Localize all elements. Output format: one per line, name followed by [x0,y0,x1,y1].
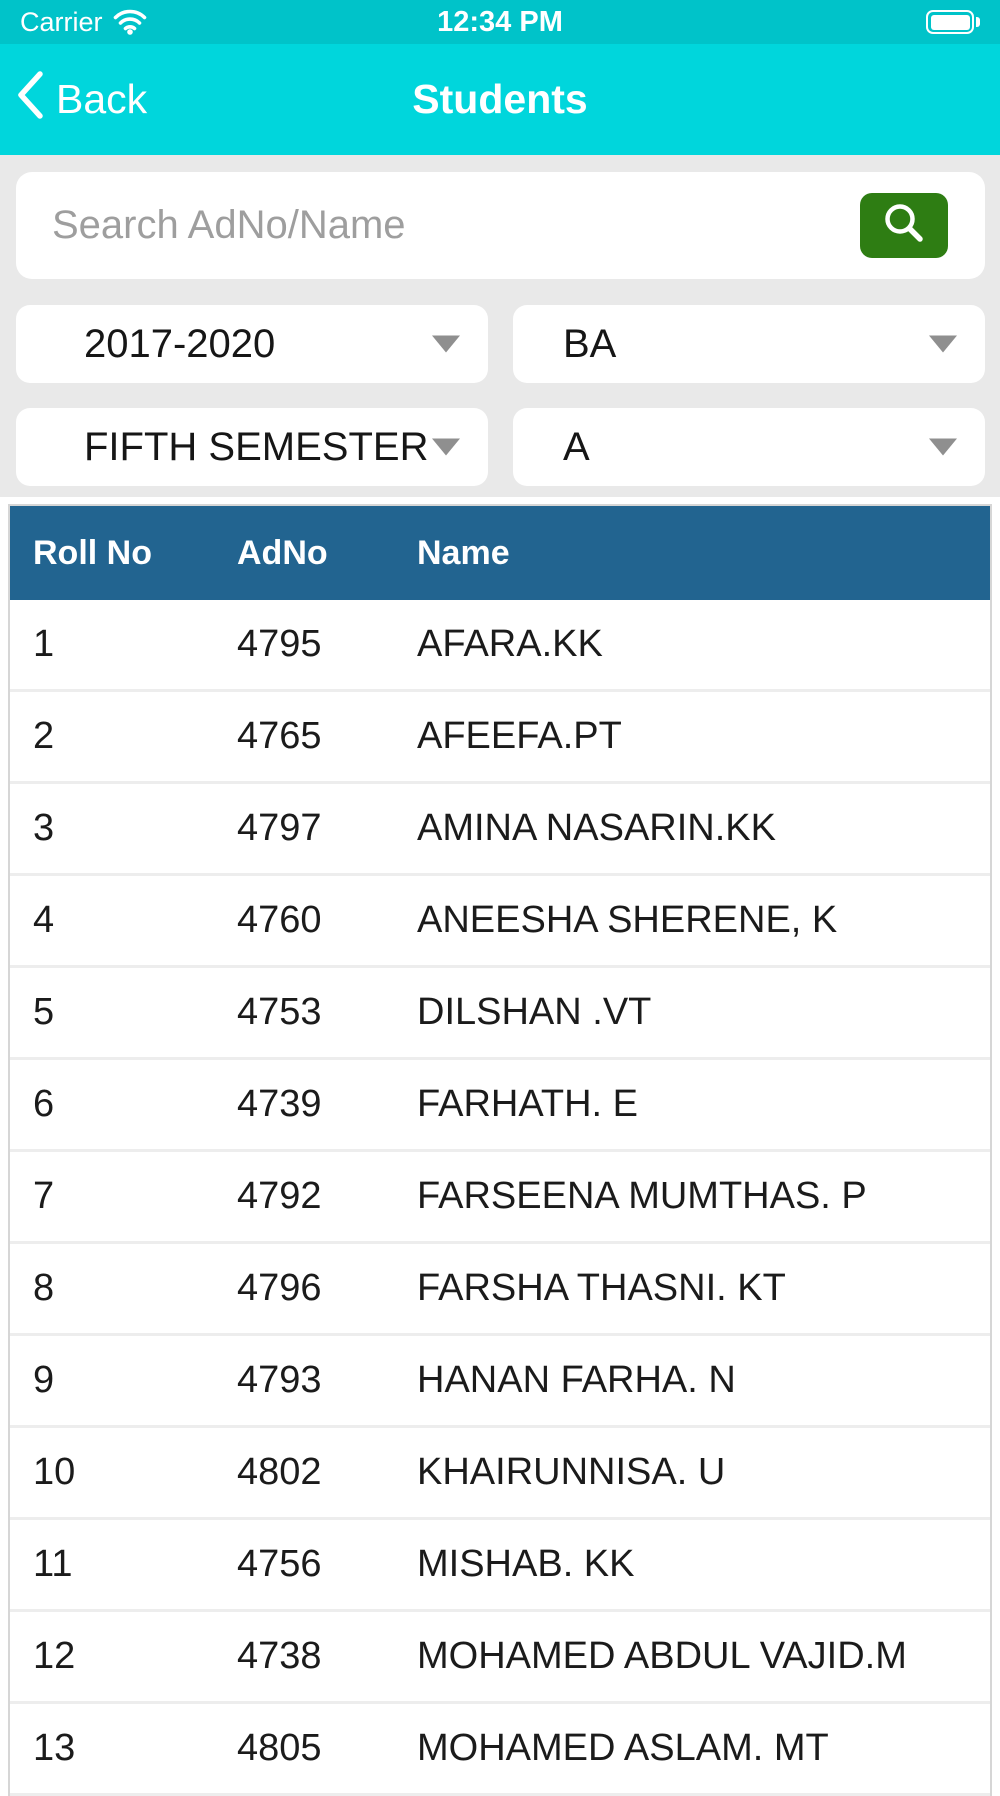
cell-rollno: 6 [33,1083,55,1125]
table-row[interactable]: 13 4805 MOHAMED ASLAM. MT [10,1704,990,1796]
battery-icon [926,10,980,34]
table-row[interactable]: 12 4738 MOHAMED ABDUL VAJID.M [10,1612,990,1704]
cell-name: KHAIRUNNISA. U [417,1451,726,1493]
table-row[interactable]: 7 4792 FARSEENA MUMTHAS. P [10,1152,990,1244]
table-row[interactable]: 6 4739 FARHATH. E [10,1060,990,1152]
table-row[interactable]: 10 4802 KHAIRUNNISA. U [10,1428,990,1520]
search-card [16,172,985,279]
back-button[interactable]: Back [16,70,147,130]
division-select-value: A [563,424,590,469]
cell-adno: 4796 [237,1267,322,1309]
cell-name: MISHAB. KK [417,1543,635,1585]
batch-select-value: 2017-2020 [84,321,276,366]
cell-name: MOHAMED ABDUL VAJID.M [417,1635,907,1677]
cell-name: DILSHAN .VT [417,991,652,1033]
filters-section: 2017-2020 BA FIFTH SEMESTER A [0,155,1000,497]
cell-name: FARHATH. E [417,1083,638,1125]
cell-rollno: 1 [33,623,55,665]
back-chevron-icon [16,70,44,130]
chevron-down-icon [432,438,460,456]
cell-adno: 4802 [237,1451,322,1493]
column-header-adno: AdNo [237,533,328,572]
cell-adno: 4738 [237,1635,322,1677]
table-row[interactable]: 9 4793 HANAN FARHA. N [10,1336,990,1428]
course-select[interactable]: BA [513,305,985,383]
page-title: Students [412,76,588,122]
cell-rollno: 12 [33,1635,76,1677]
cell-adno: 4797 [237,807,322,849]
cell-name: AMINA NASARIN.KK [417,807,776,849]
cell-name: MOHAMED ASLAM. MT [417,1727,829,1769]
table-row[interactable]: 11 4756 MISHAB. KK [10,1520,990,1612]
students-table: Roll No AdNo Name 1 4795 AFARA.KK 2 4765 AFEE… [8,504,992,1796]
cell-rollno: 13 [33,1727,76,1769]
cell-adno: 4805 [237,1727,322,1769]
cell-adno: 4793 [237,1359,322,1401]
cell-adno: 4760 [237,899,322,941]
table-header: Roll No AdNo Name [10,506,990,600]
batch-select[interactable]: 2017-2020 [16,305,488,383]
cell-adno: 4739 [237,1083,322,1125]
column-header-name: Name [417,533,510,572]
table-row[interactable]: 2 4765 AFEEFA.PT [10,692,990,784]
cell-rollno: 4 [33,899,55,941]
cell-rollno: 9 [33,1359,55,1401]
student-table-body: 1 4795 AFARA.KK 2 4765 AFEEFA.PT 3 4797 AMINA NA… [10,600,990,1796]
cell-adno: 4795 [237,623,322,665]
cell-rollno: 7 [33,1175,55,1217]
cell-rollno: 10 [33,1451,76,1493]
course-select-value: BA [563,321,617,366]
back-label: Back [56,76,148,122]
nav-bar: Back Students [0,44,1000,155]
table-row[interactable]: 4 4760 ANEESHA SHERENE, K [10,876,990,968]
status-bar: Carrier 12:34 PM [0,0,1000,44]
cell-name: HANAN FARHA. N [417,1359,736,1401]
cell-rollno: 5 [33,991,55,1033]
chevron-down-icon [432,335,460,353]
cell-rollno: 2 [33,715,55,757]
cell-name: FARSEENA MUMTHAS. P [417,1175,867,1217]
wifi-icon [113,9,147,35]
chevron-down-icon [929,335,957,353]
semester-select-value: FIFTH SEMESTER [84,424,429,469]
carrier-label: Carrier [20,6,103,37]
cell-name: ANEESHA SHERENE, K [417,899,838,941]
table-row[interactable]: 5 4753 DILSHAN .VT [10,968,990,1060]
cell-name: FARSHA THASNI. KT [417,1267,786,1309]
search-input[interactable] [16,172,985,279]
chevron-down-icon [929,438,957,456]
column-header-rollno: Roll No [33,533,152,572]
cell-rollno: 11 [33,1543,73,1585]
cell-rollno: 3 [33,807,55,849]
cell-adno: 4756 [237,1543,322,1585]
semester-select[interactable]: FIFTH SEMESTER [16,408,488,486]
cell-name: AFEEFA.PT [417,715,622,757]
cell-rollno: 8 [33,1267,55,1309]
search-button[interactable] [860,193,948,258]
table-row[interactable]: 3 4797 AMINA NASARIN.KK [10,784,990,876]
cell-adno: 4753 [237,991,322,1033]
table-row[interactable]: 1 4795 AFARA.KK [10,600,990,692]
search-icon [881,201,927,250]
filter-grid: 2017-2020 BA FIFTH SEMESTER A [16,305,985,486]
division-select[interactable]: A [513,408,985,486]
cell-adno: 4792 [237,1175,322,1217]
cell-name: AFARA.KK [417,623,603,665]
table-row[interactable]: 8 4796 FARSHA THASNI. KT [10,1244,990,1336]
cell-adno: 4765 [237,715,322,757]
status-time: 12:34 PM [437,5,563,38]
